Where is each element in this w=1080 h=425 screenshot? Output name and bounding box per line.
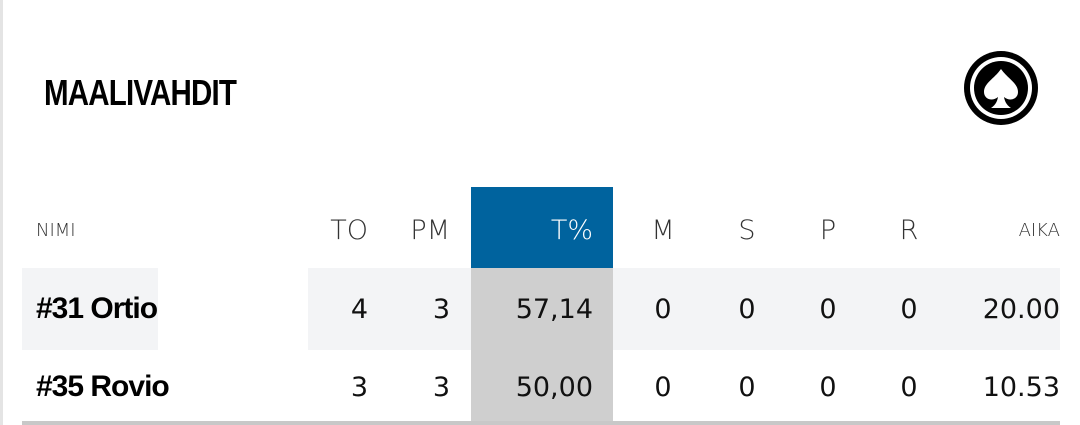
stat-cell: 3 [432,293,450,325]
stat-cell: 10.53 [982,371,1060,403]
stat-cell: 3 [432,371,450,403]
column-header[interactable]: S [738,215,756,246]
player-name[interactable]: #31 Ortio [36,292,158,325]
stat-cell: 0 [738,371,756,403]
sorted-header-bg [471,187,613,268]
row-bg [308,268,1060,350]
stat-cell: 4 [350,293,368,325]
border [0,0,3,425]
section-title: MAALIVAHDIT [44,72,237,113]
column-header[interactable]: T% [550,215,593,246]
stat-cell: 0 [738,293,756,325]
stat-cell: 0 [654,293,672,325]
player-name[interactable]: #35 Rovio [36,370,170,403]
row-bg [22,268,158,350]
column-header[interactable]: NIMI [36,220,76,241]
sorted-column-bg [471,268,613,425]
column-header[interactable]: AIKA [1018,220,1060,241]
stat-cell: 0 [900,293,918,325]
stat-cell: 0 [654,371,672,403]
stat-cell: 0 [819,293,837,325]
table-bottom-line [22,421,1060,425]
stat-cell: 20.00 [982,293,1060,325]
column-header[interactable]: TO [330,215,368,246]
stat-cell: 50,00 [515,371,593,403]
stat-cell: 0 [819,371,837,403]
column-header[interactable]: PM [410,215,450,246]
column-header[interactable]: R [899,215,919,246]
goalie-table: NIMI TO PM T% M S P R AIKA #31 Ortio 4 3 57,14 0 0 0 0 20… [22,187,1060,425]
stat-cell: 57,14 [515,293,593,325]
column-header[interactable]: P [819,215,837,246]
team-logo[interactable] [962,49,1040,127]
column-header[interactable]: M [651,215,675,246]
stat-cell: 0 [900,371,918,403]
stat-cell: 3 [350,371,368,403]
